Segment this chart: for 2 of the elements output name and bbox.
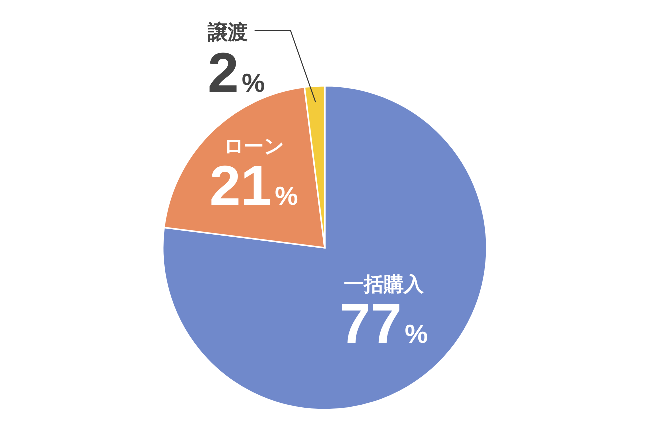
data-label: 2% (208, 41, 266, 104)
slice-label: 譲渡 (206, 21, 248, 44)
